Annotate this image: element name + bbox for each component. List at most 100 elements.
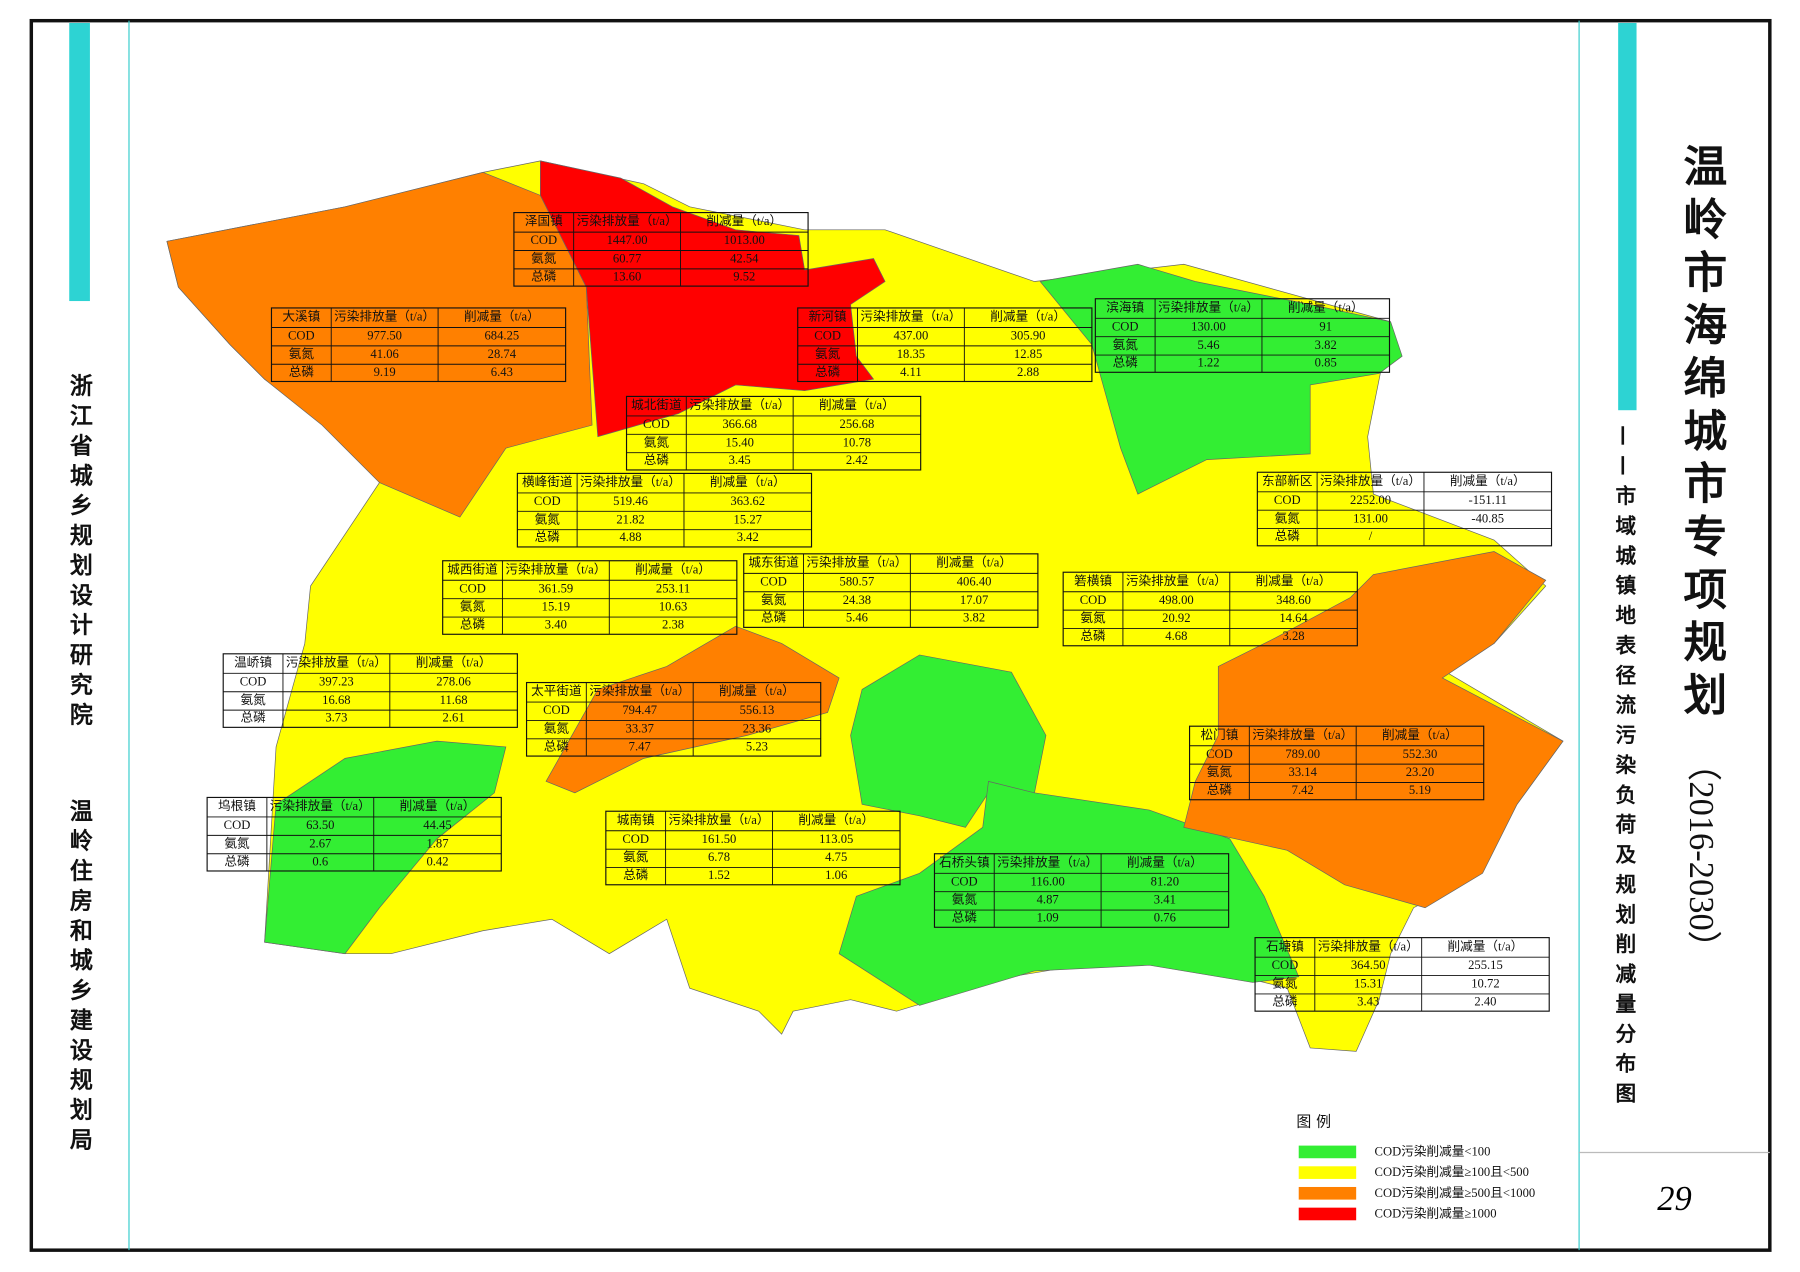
column-header: 削减量（t/a） (1127, 855, 1203, 869)
column-header: 削减量（t/a） (416, 655, 492, 669)
column-header: 污染排放量（t/a） (334, 310, 435, 324)
table-value: 131.00 (1353, 511, 1388, 525)
column-header: 削减量（t/a） (464, 310, 540, 324)
legend-label: COD污染削减量≥1000 (1375, 1206, 1497, 1220)
table-value: 552.30 (1403, 747, 1438, 761)
subtitle: ——市域城镇地表径流污染负荷及规划削减量分布图 (1612, 425, 1637, 1112)
table-value: 24.38 (843, 593, 871, 607)
table-value: 23.20 (1406, 765, 1434, 779)
column-header: 削减量（t/a） (1382, 728, 1458, 742)
town-table: 横峰街道 污染排放量（t/a） 削减量（t/a） COD 519.46 363.62 氨氮 2… (516, 472, 813, 548)
row-label: 总磷 (289, 365, 315, 379)
table-value: 1.09 (1037, 911, 1059, 925)
row-label: 总磷 (535, 530, 561, 544)
row-label: 氨氮 (531, 252, 557, 266)
column-header: 污染排放量（t/a） (1252, 728, 1353, 742)
column-header: 污染排放量（t/a） (270, 799, 371, 813)
column-header: 污染排放量（t/a） (806, 556, 907, 570)
table-value: 0.42 (426, 854, 448, 868)
column-header: 削减量（t/a） (1448, 939, 1524, 953)
region-green (264, 740, 507, 955)
column-header: 削减量（t/a） (1288, 300, 1364, 314)
table-value: 255.15 (1468, 958, 1503, 972)
row-label: 总磷 (1080, 629, 1106, 643)
table-value: -40.85 (1471, 511, 1504, 525)
table-border (1254, 937, 1550, 1012)
row-label: COD (459, 581, 486, 595)
town-table: 石塘镇 污染排放量（t/a） 削减量（t/a） COD 364.50 255.15 氨氮 15… (1254, 937, 1550, 1012)
column-header: 污染排放量（t/a） (580, 475, 681, 489)
table-value: 9.52 (733, 269, 755, 283)
table-value: 113.05 (819, 832, 853, 846)
table-value: 14.64 (1279, 611, 1308, 625)
row-label: 总磷 (1275, 529, 1301, 543)
row-label: COD (543, 703, 570, 717)
table-value: 13.60 (613, 269, 641, 283)
row-label: 氨氮 (240, 693, 266, 707)
table-value: 5.19 (1409, 783, 1431, 797)
title-years: （2016-2030） (1682, 747, 1722, 965)
table-value: 2252.00 (1350, 493, 1391, 507)
table-value: 21.82 (616, 512, 644, 526)
table-value: 28.74 (488, 347, 517, 361)
table-value: 580.57 (840, 574, 875, 588)
column-header: 污染排放量（t/a） (860, 310, 961, 324)
row-label: 总磷 (240, 711, 266, 725)
table-value: 2.67 (309, 836, 331, 850)
row-label: 氨氮 (815, 347, 841, 361)
row-label: 氨氮 (535, 512, 561, 526)
table-value: 2.38 (662, 618, 684, 632)
row-label: 总磷 (815, 365, 841, 379)
table-value: 2.42 (846, 453, 868, 467)
table-border (1062, 571, 1358, 647)
row-label: 总磷 (224, 854, 250, 868)
row-label: 氨氮 (1113, 338, 1139, 352)
row-label: 氨氮 (460, 600, 486, 614)
column-header: 削减量（t/a） (710, 475, 786, 489)
table-value: 10.78 (843, 435, 871, 449)
column-header: 削减量（t/a） (819, 398, 895, 412)
table-value: 3.82 (963, 611, 985, 625)
region-orange (166, 171, 593, 518)
row-label: 氨氮 (1275, 511, 1301, 525)
table-value: 33.37 (626, 722, 654, 736)
table-border (605, 810, 901, 886)
table-border (222, 653, 518, 728)
town-name: 松门镇 (1200, 728, 1238, 742)
row-label: 氨氮 (952, 893, 978, 907)
table-value: 256.68 (840, 417, 875, 431)
row-label: COD (643, 417, 670, 431)
table-value: 15.27 (734, 512, 762, 526)
table-value: 3.42 (737, 530, 759, 544)
town-table: 大溪镇 污染排放量（t/a） 削减量（t/a） COD 977.50 684.25 氨氮 41… (270, 307, 567, 383)
row-label: 总磷 (531, 269, 557, 283)
row-label: 总磷 (644, 453, 670, 467)
table-value: 33.14 (1289, 765, 1318, 779)
town-table: 城南镇 污染排放量（t/a） 削减量（t/a） COD 161.50 113.05 氨氮 6.… (605, 810, 901, 886)
table-value: 12.85 (1014, 347, 1042, 361)
org-name: 温岭住房和城乡建设规划局 (65, 799, 92, 1158)
table-value: 44.45 (423, 818, 451, 832)
row-label: 氨氮 (1207, 765, 1233, 779)
table-value: 81.20 (1151, 874, 1179, 888)
table-border (270, 307, 567, 383)
row-label: 总磷 (623, 868, 649, 882)
town-table: 泽国镇 污染排放量（t/a） 削减量（t/a） COD 1447.00 1013.00 氨氮… (513, 212, 809, 287)
table-value: 3.41 (1154, 893, 1176, 907)
title: 温岭市海绵城市专项规划 (1675, 144, 1727, 725)
table-value: 2.88 (1017, 365, 1039, 379)
town-table: 温峤镇 污染排放量（t/a） 削减量（t/a） COD 397.23 278.06 氨氮 16… (222, 653, 518, 728)
row-label: 总磷 (1272, 994, 1298, 1008)
table-value: 1.06 (825, 868, 847, 882)
row-label: 氨氮 (544, 722, 570, 736)
table-border (625, 395, 922, 471)
town-table: 坞根镇 污染排放量（t/a） 削减量（t/a） COD 63.50 44.45 氨氮 2.67… (206, 796, 502, 872)
table-value: 1.22 (1197, 356, 1219, 370)
table-value: 406.40 (957, 574, 992, 588)
table-value: 1.87 (426, 836, 448, 850)
legend-swatch (1298, 1186, 1357, 1200)
row-label: COD (534, 494, 561, 508)
town-name: 横峰街道 (522, 475, 573, 489)
table-value: 0.76 (1154, 911, 1176, 925)
town-table: 新河镇 污染排放量（t/a） 削减量（t/a） COD 437.00 305.90 氨氮 18… (797, 307, 1093, 383)
